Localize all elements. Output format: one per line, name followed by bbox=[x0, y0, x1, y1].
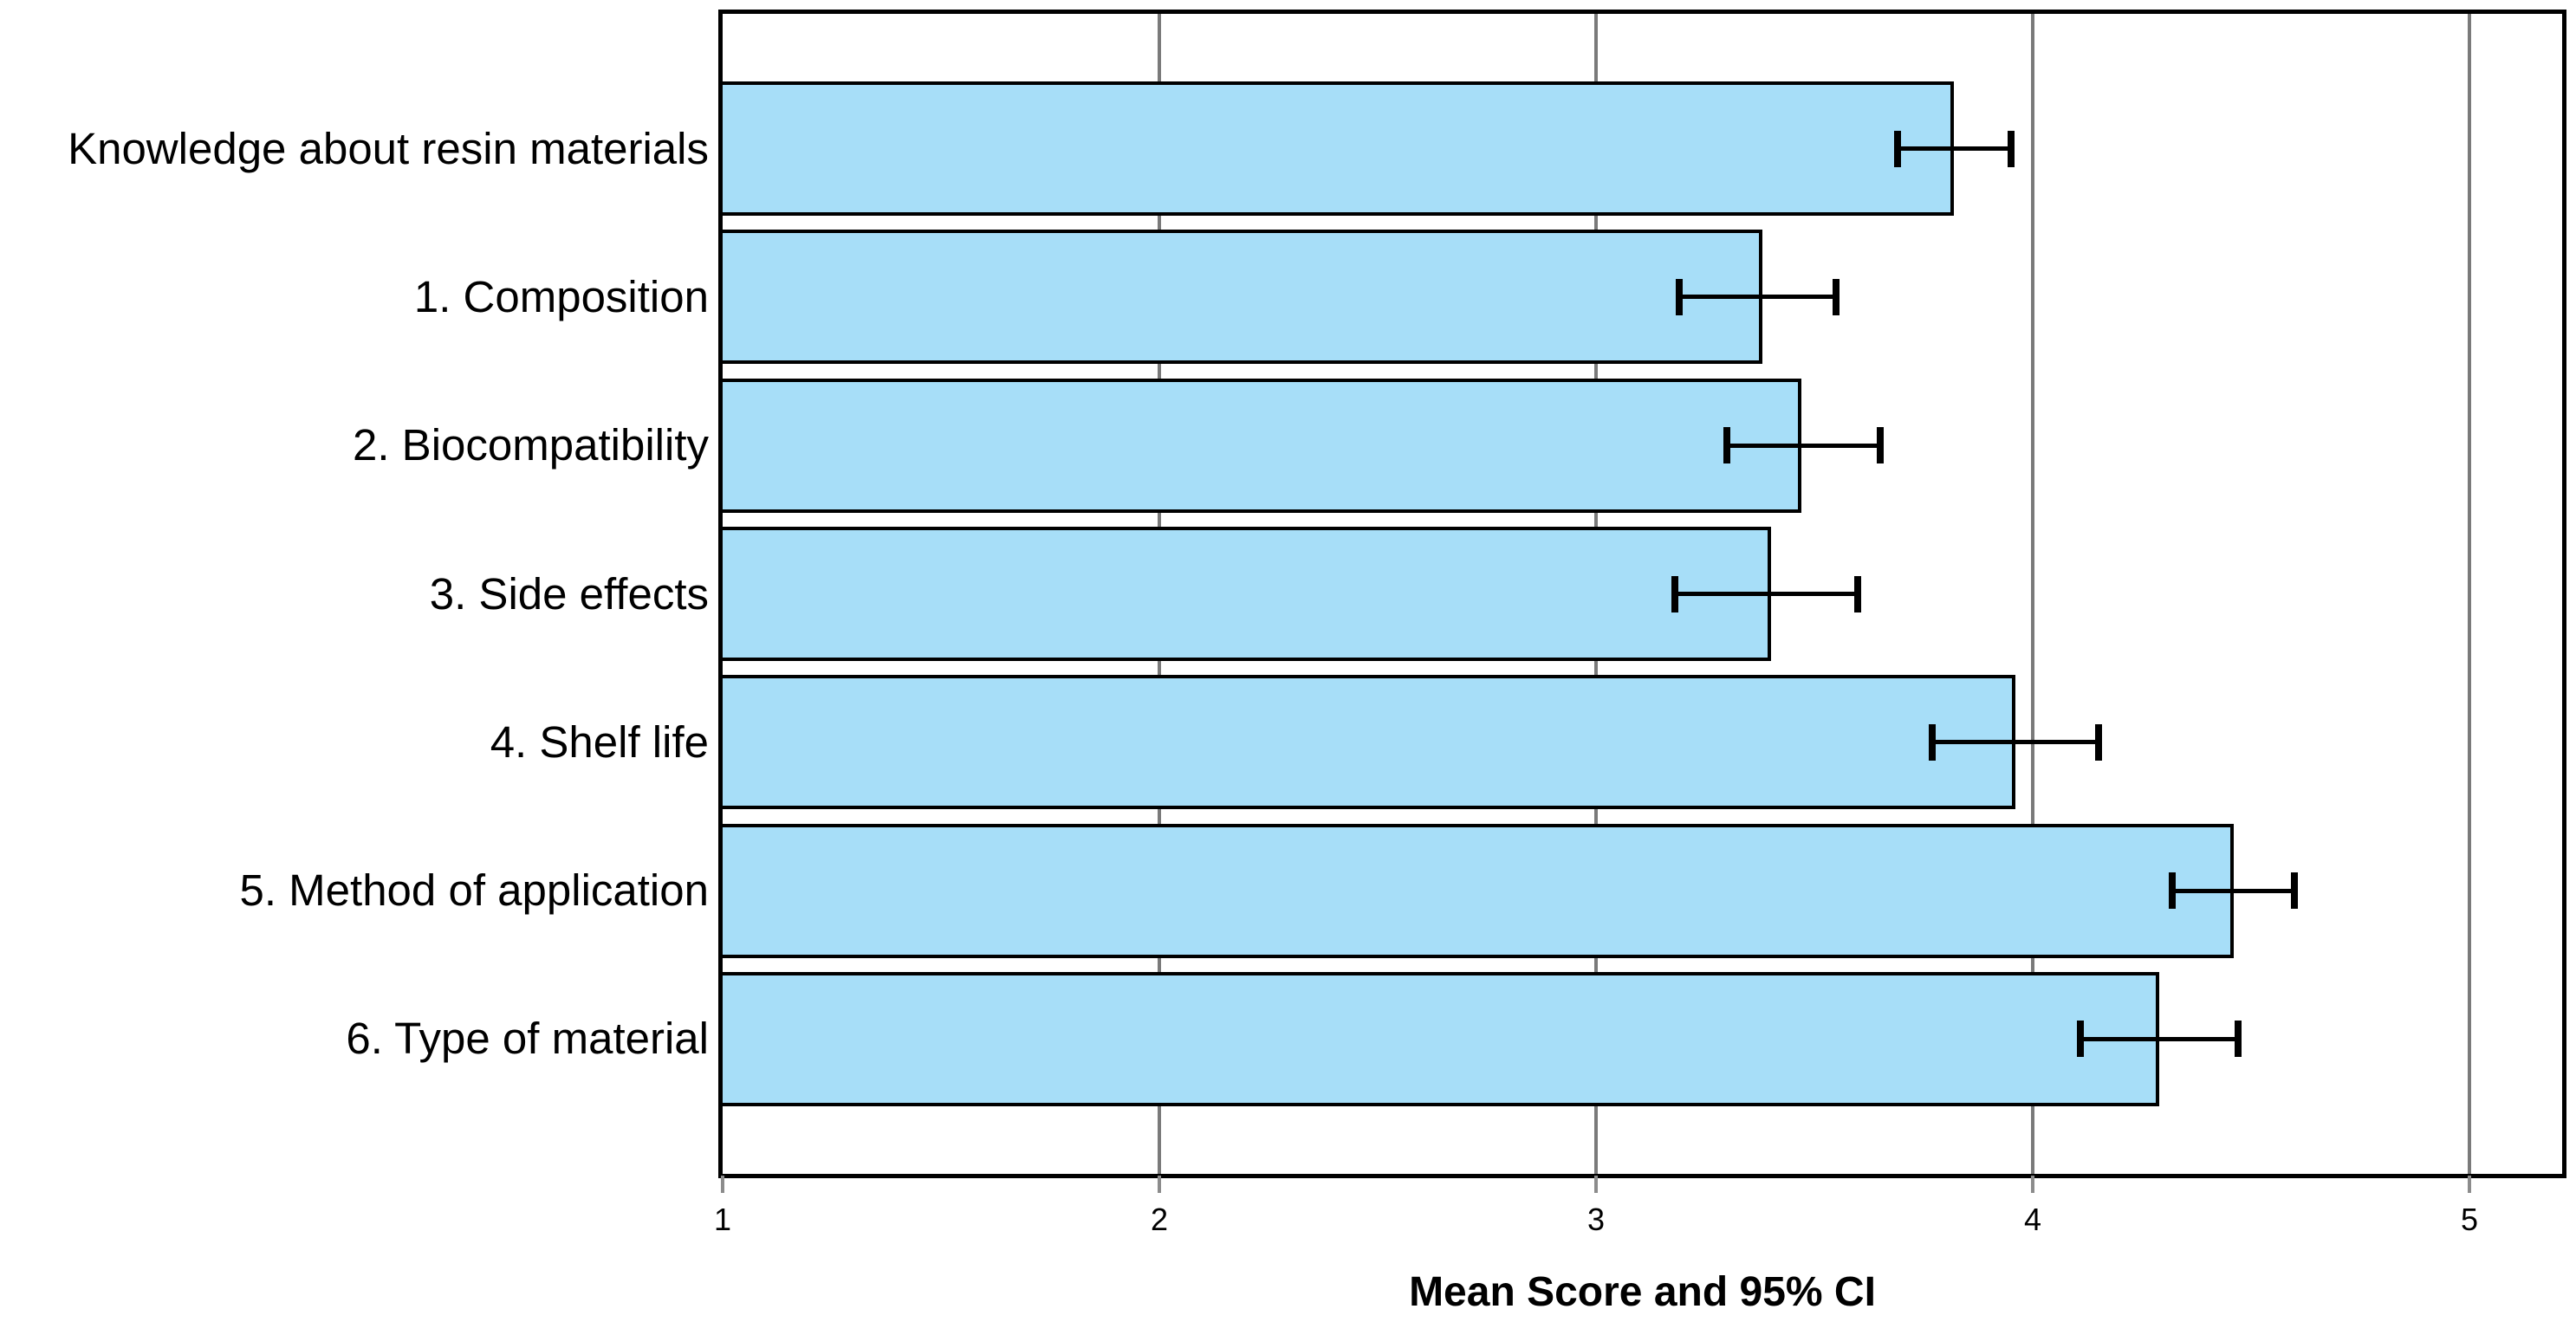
category-label-6: 6. Type of material bbox=[346, 1014, 709, 1064]
error-whisker-5 bbox=[2172, 888, 2295, 893]
x-tick-label-2: 2 bbox=[1150, 1202, 1169, 1237]
bar-6 bbox=[723, 971, 2160, 1106]
bar-2 bbox=[723, 378, 1801, 513]
x-tick-label-3: 3 bbox=[1586, 1202, 1606, 1237]
x-axis-title: Mean Score and 95% CI bbox=[1409, 1269, 1876, 1315]
category-label-5: 5. Method of application bbox=[239, 865, 709, 916]
error-cap-5-upper bbox=[2291, 872, 2299, 910]
bar-4 bbox=[723, 675, 2015, 810]
error-cap-2-lower bbox=[1723, 427, 1731, 464]
error-cap-3-lower bbox=[1671, 575, 1678, 612]
x-tick-label-4: 4 bbox=[2023, 1202, 2042, 1237]
category-label-3: 3. Side effects bbox=[429, 568, 709, 619]
x-tick-label-1: 1 bbox=[713, 1202, 732, 1237]
error-cap-2-upper bbox=[1876, 427, 1884, 464]
bar-3 bbox=[723, 527, 1771, 661]
category-label-1: 1. Composition bbox=[413, 271, 709, 321]
error-whisker-3 bbox=[1674, 592, 1859, 596]
category-label-2: 2. Biocompatibility bbox=[352, 420, 709, 470]
x-tick-5 bbox=[2468, 1176, 2471, 1193]
x-tick-2 bbox=[1158, 1176, 1161, 1193]
error-cap-6-lower bbox=[2077, 1021, 2085, 1058]
gridline-5 bbox=[2468, 14, 2471, 1174]
plot-area bbox=[718, 10, 2566, 1178]
bar-5 bbox=[723, 823, 2234, 958]
error-cap-0-upper bbox=[2007, 130, 2015, 167]
x-tick-4 bbox=[2031, 1176, 2034, 1193]
bar-1 bbox=[723, 230, 1762, 365]
error-whisker-0 bbox=[1897, 146, 2011, 152]
error-cap-3-upper bbox=[1854, 575, 1862, 612]
gridline-4 bbox=[2031, 14, 2034, 1174]
x-tick-label-5: 5 bbox=[2460, 1202, 2479, 1237]
x-tick-3 bbox=[1594, 1176, 1598, 1193]
error-whisker-4 bbox=[1932, 740, 2099, 745]
error-cap-1-upper bbox=[1833, 278, 1840, 315]
error-whisker-2 bbox=[1727, 443, 1880, 448]
category-label-4: 4. Shelf life bbox=[490, 716, 709, 767]
error-cap-4-lower bbox=[1929, 723, 1937, 761]
error-whisker-6 bbox=[2080, 1036, 2238, 1041]
x-tick-1 bbox=[721, 1176, 724, 1193]
error-cap-5-lower bbox=[2169, 872, 2177, 910]
error-whisker-1 bbox=[1678, 295, 1837, 300]
category-label-0: Knowledge about resin materials bbox=[68, 123, 709, 173]
bar-0 bbox=[723, 81, 1955, 217]
error-cap-6-upper bbox=[2234, 1021, 2242, 1058]
error-cap-4-upper bbox=[2094, 723, 2102, 761]
error-cap-1-lower bbox=[1675, 278, 1683, 315]
error-cap-0-lower bbox=[1893, 130, 1901, 167]
